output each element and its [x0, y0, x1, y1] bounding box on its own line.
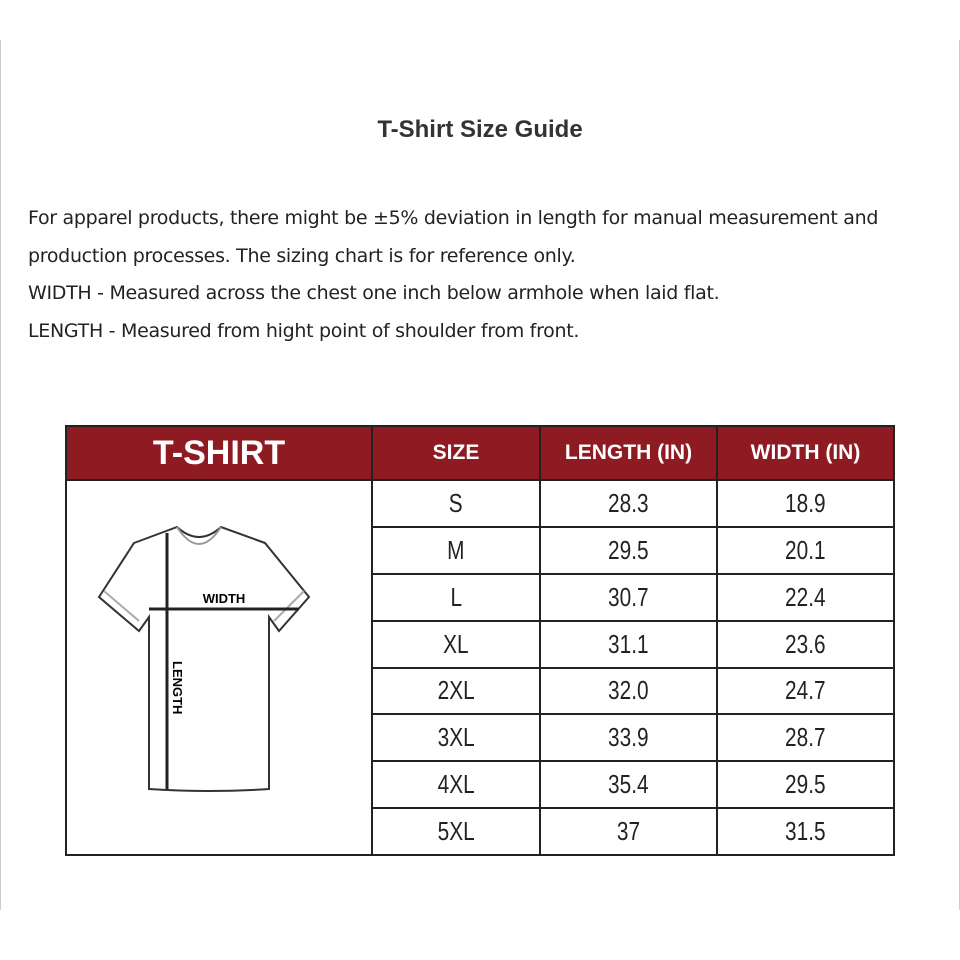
table-row: 5XL 37 31.5	[66, 807, 895, 856]
width-value: 23.6	[785, 628, 826, 659]
width-cell: 28.7	[716, 713, 895, 763]
length-value: 35.4	[608, 769, 649, 800]
width-cell: 29.5	[716, 760, 895, 810]
length-label: LENGTH	[170, 661, 185, 714]
width-cell: 18.9	[716, 479, 895, 528]
header-tshirt: T-SHIRT	[65, 425, 373, 481]
size-value: XL	[443, 628, 469, 659]
deviation-note: For apparel products, there might be ±5%…	[28, 207, 879, 267]
size-cell: 3XL	[371, 713, 541, 763]
size-cell: L	[371, 572, 541, 622]
width-label: WIDTH	[203, 591, 246, 606]
width-cell: 24.7	[716, 666, 895, 716]
header-length: LENGTH (IN)	[539, 425, 718, 481]
tshirt-outline-icon: WIDTH LENGTH	[97, 525, 311, 792]
size-cell: 2XL	[371, 666, 541, 716]
size-cell: XL	[371, 619, 541, 669]
table-row: XL 31.1 23.6	[66, 619, 895, 669]
width-value: 24.7	[785, 675, 826, 706]
length-value: 32.0	[608, 675, 649, 706]
table-row: M 29.5 20.1	[66, 525, 895, 575]
size-cell: 4XL	[371, 760, 541, 810]
length-value: 28.3	[608, 487, 649, 518]
length-cell: 30.7	[539, 572, 718, 622]
length-cell: 33.9	[539, 713, 718, 763]
length-value: 37	[616, 816, 641, 847]
left-border	[0, 40, 1, 910]
width-value: 18.9	[785, 487, 826, 518]
length-value: 30.7	[608, 581, 649, 612]
length-cell: 35.4	[539, 760, 718, 810]
table-header: T-SHIRT SIZE LENGTH (IN) WIDTH (IN)	[65, 425, 895, 481]
size-cell: S	[371, 479, 541, 528]
length-value: 31.1	[608, 628, 649, 659]
size-value: 5XL	[437, 816, 475, 847]
page-title: T-Shirt Size Guide	[377, 116, 583, 143]
length-cell: 28.3	[539, 479, 718, 528]
size-value: 4XL	[437, 769, 475, 800]
tshirt-diagram: WIDTH LENGTH	[65, 479, 373, 856]
length-note: LENGTH - Measured from hight point of sh…	[28, 319, 580, 342]
header-width: WIDTH (IN)	[716, 425, 895, 481]
width-value: 22.4	[785, 581, 826, 612]
size-cell: M	[371, 525, 541, 575]
width-cell: 31.5	[716, 807, 895, 856]
width-cell: 20.1	[716, 525, 895, 575]
size-cell: 5XL	[371, 807, 541, 856]
size-value: 3XL	[437, 722, 475, 753]
size-value: S	[449, 487, 463, 518]
width-value: 31.5	[785, 816, 826, 847]
width-value: 29.5	[785, 769, 826, 800]
header-size: SIZE	[371, 425, 541, 481]
length-cell: 29.5	[539, 525, 718, 575]
size-value: M	[447, 534, 465, 565]
table-row: 3XL 33.9 28.7	[66, 713, 895, 763]
length-value: 29.5	[608, 534, 649, 565]
size-value: L	[450, 581, 462, 612]
table-row: 4XL 35.4 29.5	[66, 760, 895, 810]
length-cell: 37	[539, 807, 718, 856]
width-value: 28.7	[785, 722, 826, 753]
width-value: 20.1	[785, 534, 826, 565]
table-row: 2XL 32.0 24.7	[66, 666, 895, 716]
table-row: L 30.7 22.4	[66, 572, 895, 622]
width-note: WIDTH - Measured across the chest one in…	[28, 282, 720, 304]
length-cell: 32.0	[539, 666, 718, 716]
width-cell: 23.6	[716, 619, 895, 669]
length-cell: 31.1	[539, 619, 718, 669]
size-table: T-SHIRT SIZE LENGTH (IN) WIDTH (IN) WIDT…	[65, 425, 895, 856]
table-row: WIDTH LENGTH S 28.3 18.9	[65, 479, 895, 856]
size-value: 2XL	[437, 675, 475, 706]
length-value: 33.9	[608, 722, 649, 753]
width-cell: 22.4	[716, 572, 895, 622]
description: For apparel products, there might be ±5%…	[28, 200, 928, 350]
